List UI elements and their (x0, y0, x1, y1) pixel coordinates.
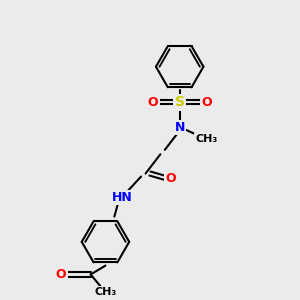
Text: O: O (56, 268, 66, 281)
Text: CH₃: CH₃ (94, 287, 117, 297)
Text: N: N (175, 121, 185, 134)
Text: S: S (175, 95, 185, 109)
Text: HN: HN (111, 191, 132, 204)
Text: O: O (166, 172, 176, 184)
Text: CH₃: CH₃ (195, 134, 218, 144)
Text: O: O (148, 96, 158, 109)
Text: O: O (201, 96, 212, 109)
